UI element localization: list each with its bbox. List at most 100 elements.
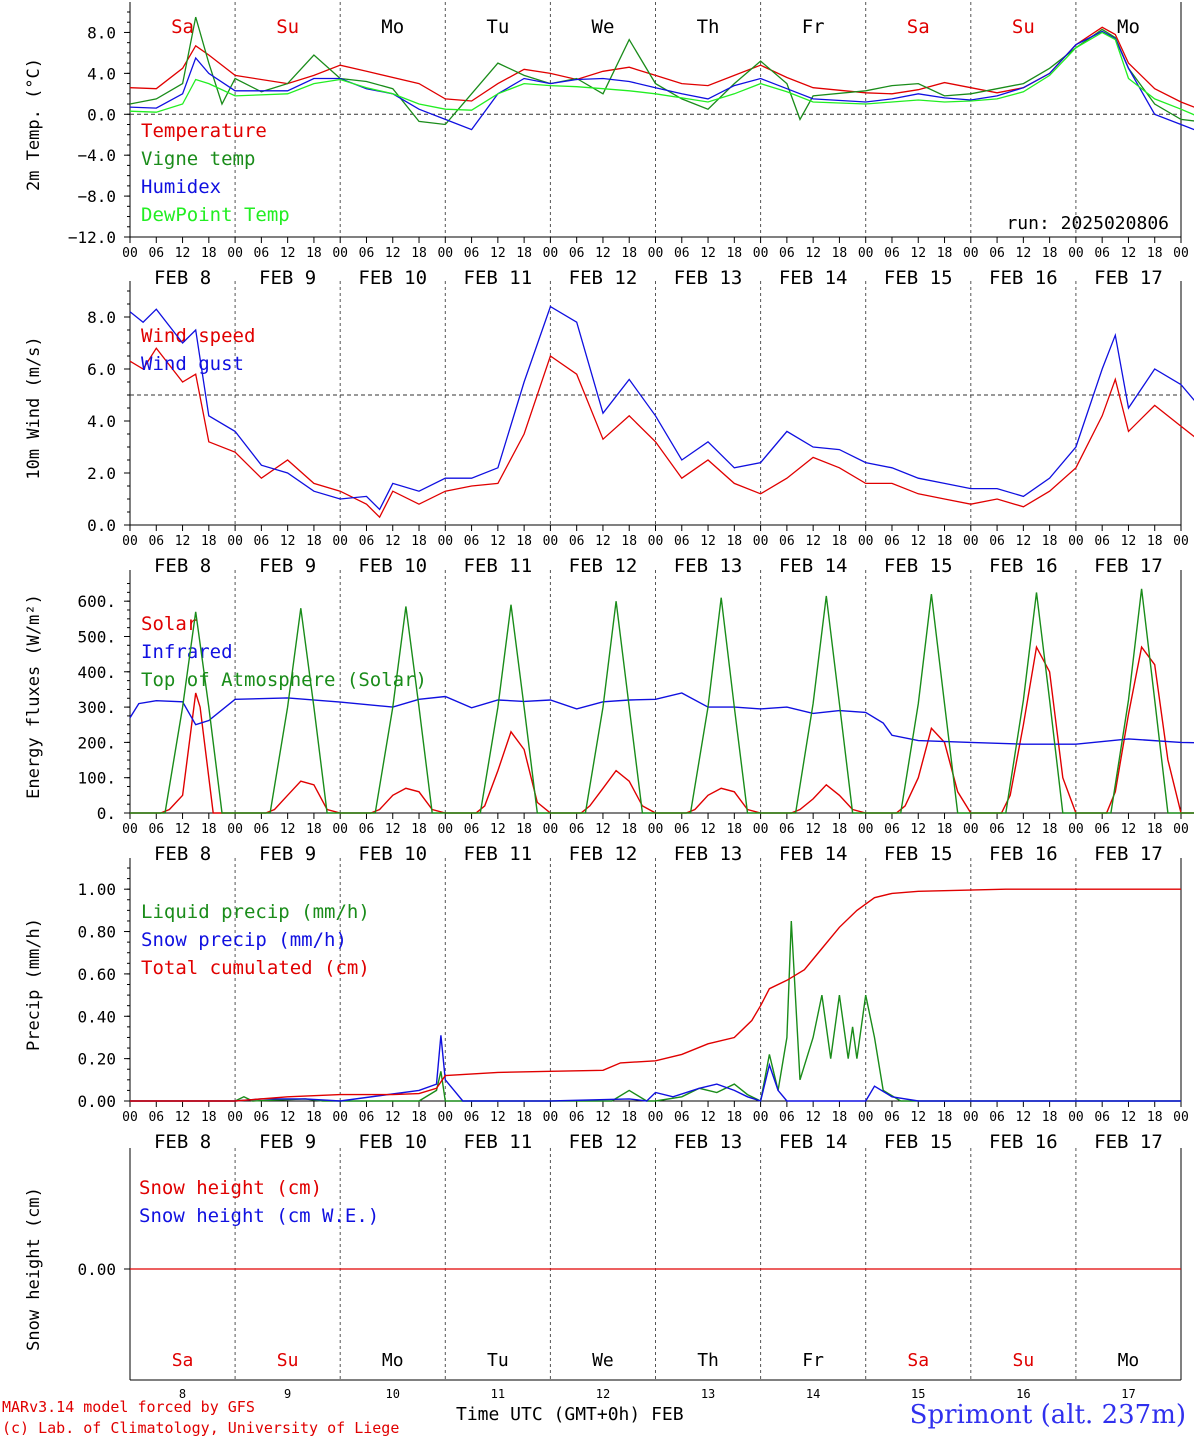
bottom-day-name: Sa bbox=[907, 1350, 929, 1371]
panel-2-hour-label: 06 bbox=[989, 822, 1005, 837]
top-day-name: Tu bbox=[486, 16, 509, 38]
bottom-day-name: Mo bbox=[382, 1350, 404, 1371]
panel-3-date-label: FEB 17 bbox=[1094, 1131, 1163, 1153]
top-day-name: Su bbox=[1012, 16, 1035, 38]
panel-1-hour-label: 00 bbox=[437, 534, 453, 549]
panel-1-hour-label: 12 bbox=[385, 534, 401, 549]
panel-2-hour-label: 06 bbox=[359, 822, 375, 837]
panel-2-hour-label: 12 bbox=[1121, 822, 1137, 837]
panel-1-hour-label: 18 bbox=[832, 534, 848, 549]
panel-2-y-tick-label: 300. bbox=[77, 698, 116, 717]
panel-1-hour-label: 18 bbox=[1147, 534, 1163, 549]
panel-3-legend-green: Liquid precip (mm/h) bbox=[141, 901, 370, 923]
panel-1-date-label: FEB 15 bbox=[884, 555, 953, 577]
panel-0-hour-label: 00 bbox=[753, 246, 769, 261]
panel-2-hour-label: 06 bbox=[148, 822, 164, 837]
x-axis-title: Time UTC (GMT+0h) FEB bbox=[456, 1404, 684, 1425]
panel-4-legend-blue: Snow height (cm W.E.) bbox=[139, 1205, 379, 1227]
top-day-name: Sa bbox=[171, 16, 194, 38]
panel-3-hour-label: 00 bbox=[963, 1110, 979, 1125]
panel-1-hour-label: 00 bbox=[858, 534, 874, 549]
panel-0-hour-label: 18 bbox=[1147, 246, 1163, 261]
panel-3-hour-label: 06 bbox=[464, 1110, 480, 1125]
panel-3-y-tick-label: 0.00 bbox=[77, 1092, 116, 1111]
panel-3-hour-label: 00 bbox=[858, 1110, 874, 1125]
panel-1-date-label: FEB 16 bbox=[989, 555, 1058, 577]
panel-2-legend-blue: Infrared bbox=[141, 641, 233, 663]
panel-0-hour-label: 18 bbox=[411, 246, 427, 261]
top-day-name: Mo bbox=[1117, 16, 1140, 38]
panel-2-date-label: FEB 11 bbox=[464, 843, 533, 865]
panel-0-hour-label: 00 bbox=[963, 246, 979, 261]
panel-1-hour-label: 12 bbox=[805, 534, 821, 549]
panel-2-hour-label: 18 bbox=[201, 822, 217, 837]
panel-3-date-label: FEB 8 bbox=[154, 1131, 211, 1153]
panel-0-date-label: FEB 12 bbox=[569, 267, 638, 289]
panel-2-y-tick-label: 200. bbox=[77, 733, 116, 752]
panel-1-hour-label: 06 bbox=[989, 534, 1005, 549]
panel-0-hour-label: 12 bbox=[700, 246, 716, 261]
panel-1-hour-label: 00 bbox=[122, 534, 138, 549]
panel-1-hour-label: 00 bbox=[648, 534, 664, 549]
panel-1-hour-label: 06 bbox=[359, 534, 375, 549]
panel-0-hour-label: 12 bbox=[280, 246, 296, 261]
panel-0-date-label: FEB 16 bbox=[989, 267, 1058, 289]
panel-2-legend-green: Top of Atmosphere (Solar) bbox=[141, 669, 427, 691]
panel-2-hour-label: 12 bbox=[490, 822, 506, 837]
panel-0-hour-label: 00 bbox=[332, 246, 348, 261]
panel-3-hour-label: 18 bbox=[1042, 1110, 1058, 1125]
bottom-day-name: We bbox=[592, 1350, 614, 1371]
panel-0-hour-label: 00 bbox=[122, 246, 138, 261]
panel-0-hour-label: 18 bbox=[516, 246, 532, 261]
panel-2-y-tick-label: 400. bbox=[77, 663, 116, 682]
panel-3-date-label: FEB 10 bbox=[358, 1131, 427, 1153]
panel-2-date-label: FEB 14 bbox=[779, 843, 848, 865]
panel-2-hour-label: 18 bbox=[937, 822, 953, 837]
panel-2-hour-label: 12 bbox=[595, 822, 611, 837]
panel-0-hour-label: 12 bbox=[805, 246, 821, 261]
bottom-day-name: Mo bbox=[1118, 1350, 1140, 1371]
top-day-name: Th bbox=[697, 16, 720, 38]
panel-1-series-red-line bbox=[129, 347, 1194, 519]
panel-2-hour-label: 18 bbox=[1147, 822, 1163, 837]
station-name: Sprimont (alt. 237m) bbox=[909, 1400, 1186, 1430]
panel-2-hour-label: 12 bbox=[1016, 822, 1032, 837]
panel-3-hour-label: 12 bbox=[175, 1110, 191, 1125]
bottom-day-number: 16 bbox=[1016, 1387, 1030, 1401]
panel-2-hour-label: 06 bbox=[464, 822, 480, 837]
panel-1-hour-label: 00 bbox=[227, 534, 243, 549]
panel-1-y-tick-label: 2.0 bbox=[87, 464, 116, 483]
panel-3-hour-label: 00 bbox=[753, 1110, 769, 1125]
panel-1-hour-label: 18 bbox=[516, 534, 532, 549]
panel-1-hour-label: 00 bbox=[963, 534, 979, 549]
top-day-name: We bbox=[592, 16, 615, 38]
bottom-day-number: 10 bbox=[386, 1387, 400, 1401]
panel-3-hour-label: 12 bbox=[1016, 1110, 1032, 1125]
panel-0-y-label: 2m Temp. (°C) bbox=[24, 58, 44, 191]
panel-0-hour-label: 06 bbox=[359, 246, 375, 261]
panel-3-hour-label: 12 bbox=[280, 1110, 296, 1125]
panel-0-hour-label: 18 bbox=[306, 246, 322, 261]
panel-2-hour-label: 00 bbox=[648, 822, 664, 837]
panel-1-hour-label: 18 bbox=[411, 534, 427, 549]
panel-3-hour-label: 06 bbox=[1094, 1110, 1110, 1125]
panel-1-y-label: 10m Wind (m/s) bbox=[24, 336, 44, 479]
panel-0-hour-label: 12 bbox=[175, 246, 191, 261]
panel-1-hour-label: 00 bbox=[1173, 534, 1189, 549]
panel-1-hour-label: 12 bbox=[175, 534, 191, 549]
bottom-day-name: Tu bbox=[487, 1350, 509, 1371]
panel-1-hour-label: 12 bbox=[280, 534, 296, 549]
panel-2-date-label: FEB 15 bbox=[884, 843, 953, 865]
panel-1-series-blue-line bbox=[129, 305, 1194, 511]
top-day-name: Sa bbox=[907, 16, 930, 38]
panel-2-date-label: FEB 16 bbox=[989, 843, 1058, 865]
panel-1-legend-blue: Wind gust bbox=[141, 353, 244, 375]
panel-0-hour-label: 12 bbox=[910, 246, 926, 261]
panel-1-date-label: FEB 8 bbox=[154, 555, 211, 577]
panel-0-y-tick-label: 8.0 bbox=[87, 23, 116, 42]
panel-2-hour-label: 00 bbox=[543, 822, 559, 837]
panel-2-y-tick-label: 600. bbox=[77, 592, 116, 611]
panel-3-hour-label: 06 bbox=[674, 1110, 690, 1125]
panel-1-hour-label: 06 bbox=[254, 534, 270, 549]
